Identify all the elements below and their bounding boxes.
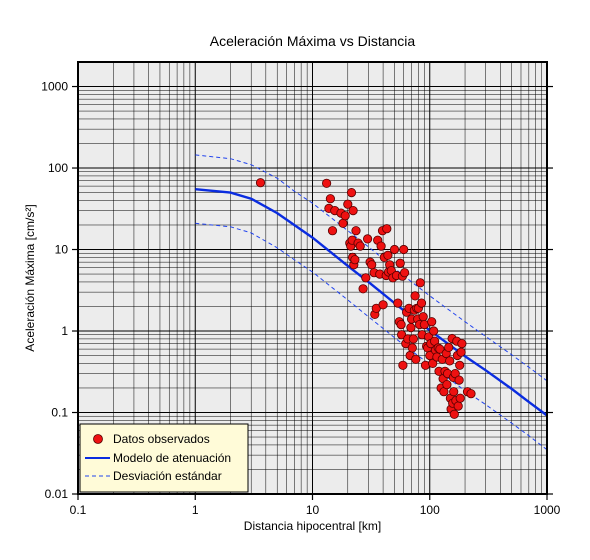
x-tick-label: 1 (192, 503, 199, 517)
data-point (449, 409, 459, 419)
data-point (395, 258, 405, 268)
data-point (351, 226, 361, 236)
chart-title: Aceleración Máxima vs Distancia (210, 33, 416, 49)
data-point (457, 338, 467, 349)
data-point (454, 375, 464, 385)
data-point (350, 255, 360, 265)
data-point (396, 319, 406, 330)
data-point (338, 218, 348, 228)
data-point (255, 178, 266, 188)
data-point (444, 342, 454, 352)
x-tick-label: 0.1 (70, 503, 87, 517)
data-point (453, 401, 463, 411)
data-point (355, 241, 365, 251)
legend-label-stddev: Desviación estándar (113, 469, 222, 483)
data-point (325, 194, 335, 204)
data-point (358, 284, 368, 294)
data-point (455, 360, 465, 370)
data-point (348, 206, 358, 216)
data-point (399, 244, 409, 255)
data-point (445, 356, 455, 366)
y-tick-label: 10 (55, 243, 69, 257)
data-point (389, 244, 400, 255)
y-tick-label: 1 (61, 324, 68, 338)
data-point (361, 273, 371, 283)
data-point (340, 211, 350, 221)
data-point (321, 178, 332, 188)
data-point (442, 379, 452, 390)
data-point (455, 393, 465, 403)
data-point (416, 298, 427, 308)
data-point (408, 334, 418, 344)
data-point (427, 317, 437, 327)
data-point (411, 354, 421, 364)
data-point (399, 268, 410, 278)
data-point (383, 250, 393, 260)
data-point (449, 387, 459, 397)
y-tick-label: 100 (48, 161, 68, 175)
data-point (418, 312, 428, 322)
data-point (382, 224, 392, 234)
data-point (367, 260, 377, 270)
y-tick-label: 0.1 (51, 406, 68, 420)
legend-label-model: Modelo de atenuación (113, 451, 231, 465)
x-axis-label: Distancia hipocentral [km] (244, 519, 381, 533)
data-point (456, 347, 466, 357)
data-point (376, 241, 386, 251)
x-tick-label: 1000 (534, 503, 561, 517)
data-point (393, 298, 403, 308)
model-line (195, 188, 548, 417)
data-point (327, 226, 338, 236)
legend-marker-observed (93, 434, 103, 444)
data-point (407, 343, 417, 353)
data-point (396, 330, 407, 340)
data-point (428, 358, 438, 368)
data-point (398, 360, 408, 370)
data-point (429, 326, 439, 336)
x-tick-label: 100 (420, 503, 440, 517)
data-point (415, 278, 425, 288)
data-point (410, 291, 420, 301)
data-point (346, 188, 357, 198)
x-tick-label: 10 (306, 503, 320, 517)
data-point (343, 199, 353, 209)
legend: Datos observados Modelo de atenuación De… (79, 423, 249, 493)
legend-label-observed: Datos observados (113, 432, 210, 446)
series-layer (195, 154, 548, 451)
y-axis-label: Aceleración Máxima [cm/s²] (23, 204, 37, 351)
data-point (378, 300, 388, 310)
data-point (406, 322, 416, 333)
stddev-line (195, 222, 548, 451)
y-tick-label: 0.01 (45, 487, 69, 501)
data-point (435, 344, 445, 354)
data-point (466, 389, 476, 399)
y-tick-label: 1000 (41, 80, 68, 94)
data-point (362, 234, 373, 244)
grid (78, 62, 547, 494)
